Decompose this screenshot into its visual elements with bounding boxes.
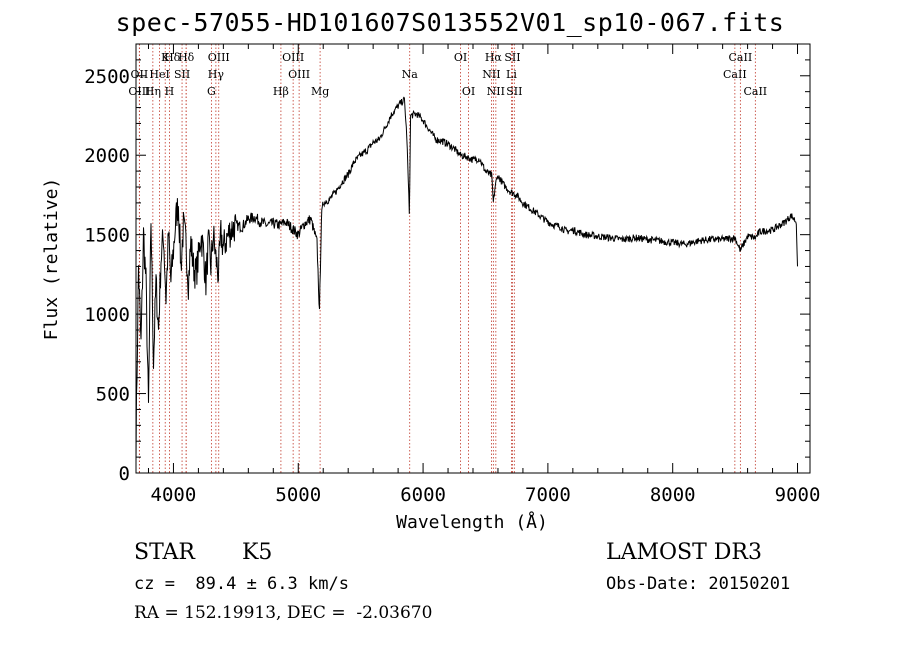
line-label: NII bbox=[487, 85, 505, 98]
line-label: Mg bbox=[311, 85, 329, 98]
line-label: Hγ bbox=[208, 68, 225, 81]
line-label: OIII bbox=[288, 68, 310, 81]
y-axis-ticks: 0 500 1000 1500 2000 2500 bbox=[84, 59, 810, 485]
x-tick-label: 5000 bbox=[275, 484, 321, 506]
y-tick-label: 2500 bbox=[84, 66, 130, 88]
y-tick-label: 1000 bbox=[84, 304, 130, 326]
line-label: OI bbox=[462, 85, 475, 98]
y-tick-label: 500 bbox=[96, 384, 130, 406]
line-label: OII bbox=[131, 68, 149, 81]
line-label: OI bbox=[454, 51, 467, 64]
chart-title: spec-57055-HD101607S013552V01_sp10-067.f… bbox=[115, 8, 785, 37]
line-label: Hδ bbox=[164, 51, 181, 64]
redshift-value: cz = 89.4 ± 6.3 km/s bbox=[134, 574, 349, 594]
x-tick-label: 8000 bbox=[650, 484, 696, 506]
line-label: OIII bbox=[208, 51, 230, 64]
line-label: OIII bbox=[282, 51, 304, 64]
line-label: G bbox=[207, 85, 216, 98]
x-axis-ticks: 4000 5000 6000 7000 8000 9000 bbox=[147, 44, 821, 506]
y-tick-label: 0 bbox=[119, 463, 130, 485]
y-axis-title: Flux (relative) bbox=[41, 178, 62, 341]
line-label: Na bbox=[402, 68, 419, 81]
line-label: SII bbox=[504, 51, 520, 64]
line-label: Hδ bbox=[178, 51, 195, 64]
x-axis-title: Wavelength (Å) bbox=[396, 511, 548, 533]
x-tick-label: 7000 bbox=[525, 484, 571, 506]
coordinates: RA = 152.19913, DEC = -2.03670 bbox=[134, 603, 433, 623]
line-label: CaII bbox=[743, 85, 767, 98]
survey-name: LAMOST DR3 bbox=[606, 540, 762, 565]
y-tick-label: 1500 bbox=[84, 225, 130, 247]
obs-date: Obs-Date: 20150201 bbox=[606, 574, 791, 594]
object-class: STAR bbox=[134, 540, 195, 565]
plot-frame bbox=[135, 43, 811, 474]
line-label: CaII bbox=[729, 51, 753, 64]
x-tick-label: 9000 bbox=[775, 484, 821, 506]
y-tick-label: 2000 bbox=[84, 145, 130, 167]
flux-series-line bbox=[135, 96, 798, 462]
spectral-subclass: K5 bbox=[242, 540, 273, 565]
line-label: CaII bbox=[723, 68, 747, 81]
line-label: Hα bbox=[485, 51, 503, 64]
line-label: Hη bbox=[145, 85, 161, 98]
line-label: K bbox=[161, 51, 170, 64]
x-tick-label: 6000 bbox=[400, 484, 446, 506]
line-label: Li bbox=[506, 68, 517, 81]
line-label: NII bbox=[482, 68, 500, 81]
line-label: H bbox=[165, 85, 175, 98]
line-label: SII bbox=[506, 85, 522, 98]
line-label: SII bbox=[174, 68, 190, 81]
line-label: HeI bbox=[149, 68, 169, 81]
spectral-line-markers bbox=[138, 44, 756, 473]
x-tick-label: 4000 bbox=[151, 484, 197, 506]
line-label: Hβ bbox=[273, 85, 289, 98]
